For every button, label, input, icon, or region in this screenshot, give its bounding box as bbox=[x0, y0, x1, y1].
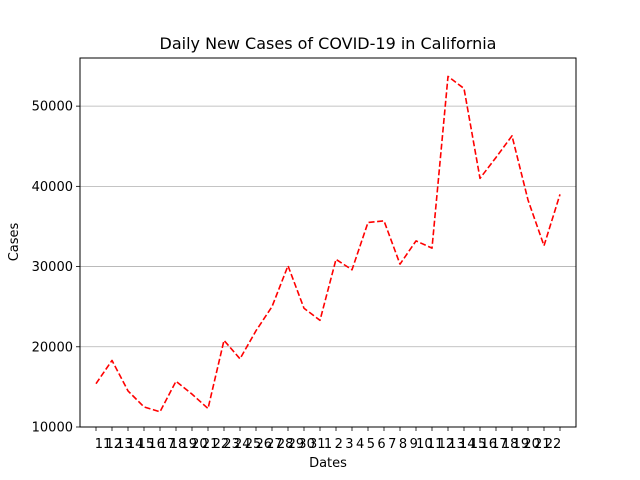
x-tick-label: 17 bbox=[159, 437, 176, 452]
x-tick-label: 9 bbox=[410, 437, 418, 452]
x-tick-label: 12 bbox=[438, 437, 455, 452]
x-tick-label: 26 bbox=[255, 437, 272, 452]
plot-frame bbox=[79, 57, 577, 428]
x-tick-label: 21 bbox=[534, 437, 551, 452]
series-line bbox=[95, 75, 561, 413]
series-layer bbox=[95, 75, 561, 413]
x-tick-label: 24 bbox=[234, 437, 251, 452]
x-tick-label: 14 bbox=[459, 437, 476, 452]
x-tick-label: 30 bbox=[298, 437, 315, 452]
x-tick-label: 7 bbox=[388, 437, 396, 452]
x-tick-label: 19 bbox=[513, 437, 530, 452]
x-tick-label: 12 bbox=[105, 437, 122, 452]
x-tick-label: 15 bbox=[470, 437, 487, 452]
x-tick-label: 25 bbox=[245, 437, 262, 452]
x-tick-label: 28 bbox=[277, 437, 294, 452]
x-tick-label: 22 bbox=[545, 437, 562, 452]
x-tick-label: 14 bbox=[127, 437, 144, 452]
x-tick-label: 2 bbox=[335, 437, 343, 452]
y-tick-label: 30000 bbox=[32, 260, 73, 275]
x-tick-label: 29 bbox=[288, 437, 305, 452]
x-tick-label: 10 bbox=[416, 437, 433, 452]
x-tick-label: 18 bbox=[502, 437, 519, 452]
x-tick-label: 6 bbox=[377, 437, 385, 452]
x-tick-label: 21 bbox=[202, 437, 219, 452]
x-tick-label: 17 bbox=[491, 437, 508, 452]
x-tick-label: 18 bbox=[170, 437, 187, 452]
x-tick-label: 16 bbox=[480, 437, 497, 452]
x-tick-label: 4 bbox=[356, 437, 364, 452]
x-tick-label: 15 bbox=[138, 437, 155, 452]
y-tick-label: 10000 bbox=[32, 421, 73, 436]
x-tick-label: 19 bbox=[180, 437, 197, 452]
y-axis-label: Cases bbox=[7, 222, 22, 261]
chart-title: Daily New Cases of COVID-19 in Californi… bbox=[160, 34, 497, 53]
y-tick-label: 40000 bbox=[32, 180, 73, 195]
y-tick-label: 50000 bbox=[32, 100, 73, 115]
x-tick-label: 11 bbox=[427, 437, 444, 452]
x-tick-label: 11 bbox=[95, 437, 112, 452]
x-axis-label: Dates bbox=[309, 456, 347, 471]
x-tick-label: 31 bbox=[309, 437, 326, 452]
x-tick-label: 1 bbox=[324, 437, 332, 452]
plot-area bbox=[80, 58, 576, 427]
x-tick-label: 22 bbox=[213, 437, 230, 452]
x-tick-label: 3 bbox=[345, 437, 353, 452]
y-tick-label: 20000 bbox=[32, 340, 73, 355]
x-tick-label: 20 bbox=[191, 437, 208, 452]
x-axis: 1112131415161718192021222324252627282930… bbox=[95, 427, 562, 452]
x-tick-label: 16 bbox=[148, 437, 165, 452]
x-tick-label: 23 bbox=[223, 437, 240, 452]
x-tick-label: 20 bbox=[523, 437, 540, 452]
x-tick-label: 5 bbox=[367, 437, 375, 452]
x-tick-label: 13 bbox=[448, 437, 465, 452]
x-tick-label: 8 bbox=[399, 437, 407, 452]
x-tick-label: 27 bbox=[266, 437, 283, 452]
x-tick-label: 13 bbox=[116, 437, 133, 452]
y-axis: 10000 20000 30000 40000 50000 bbox=[32, 100, 80, 436]
